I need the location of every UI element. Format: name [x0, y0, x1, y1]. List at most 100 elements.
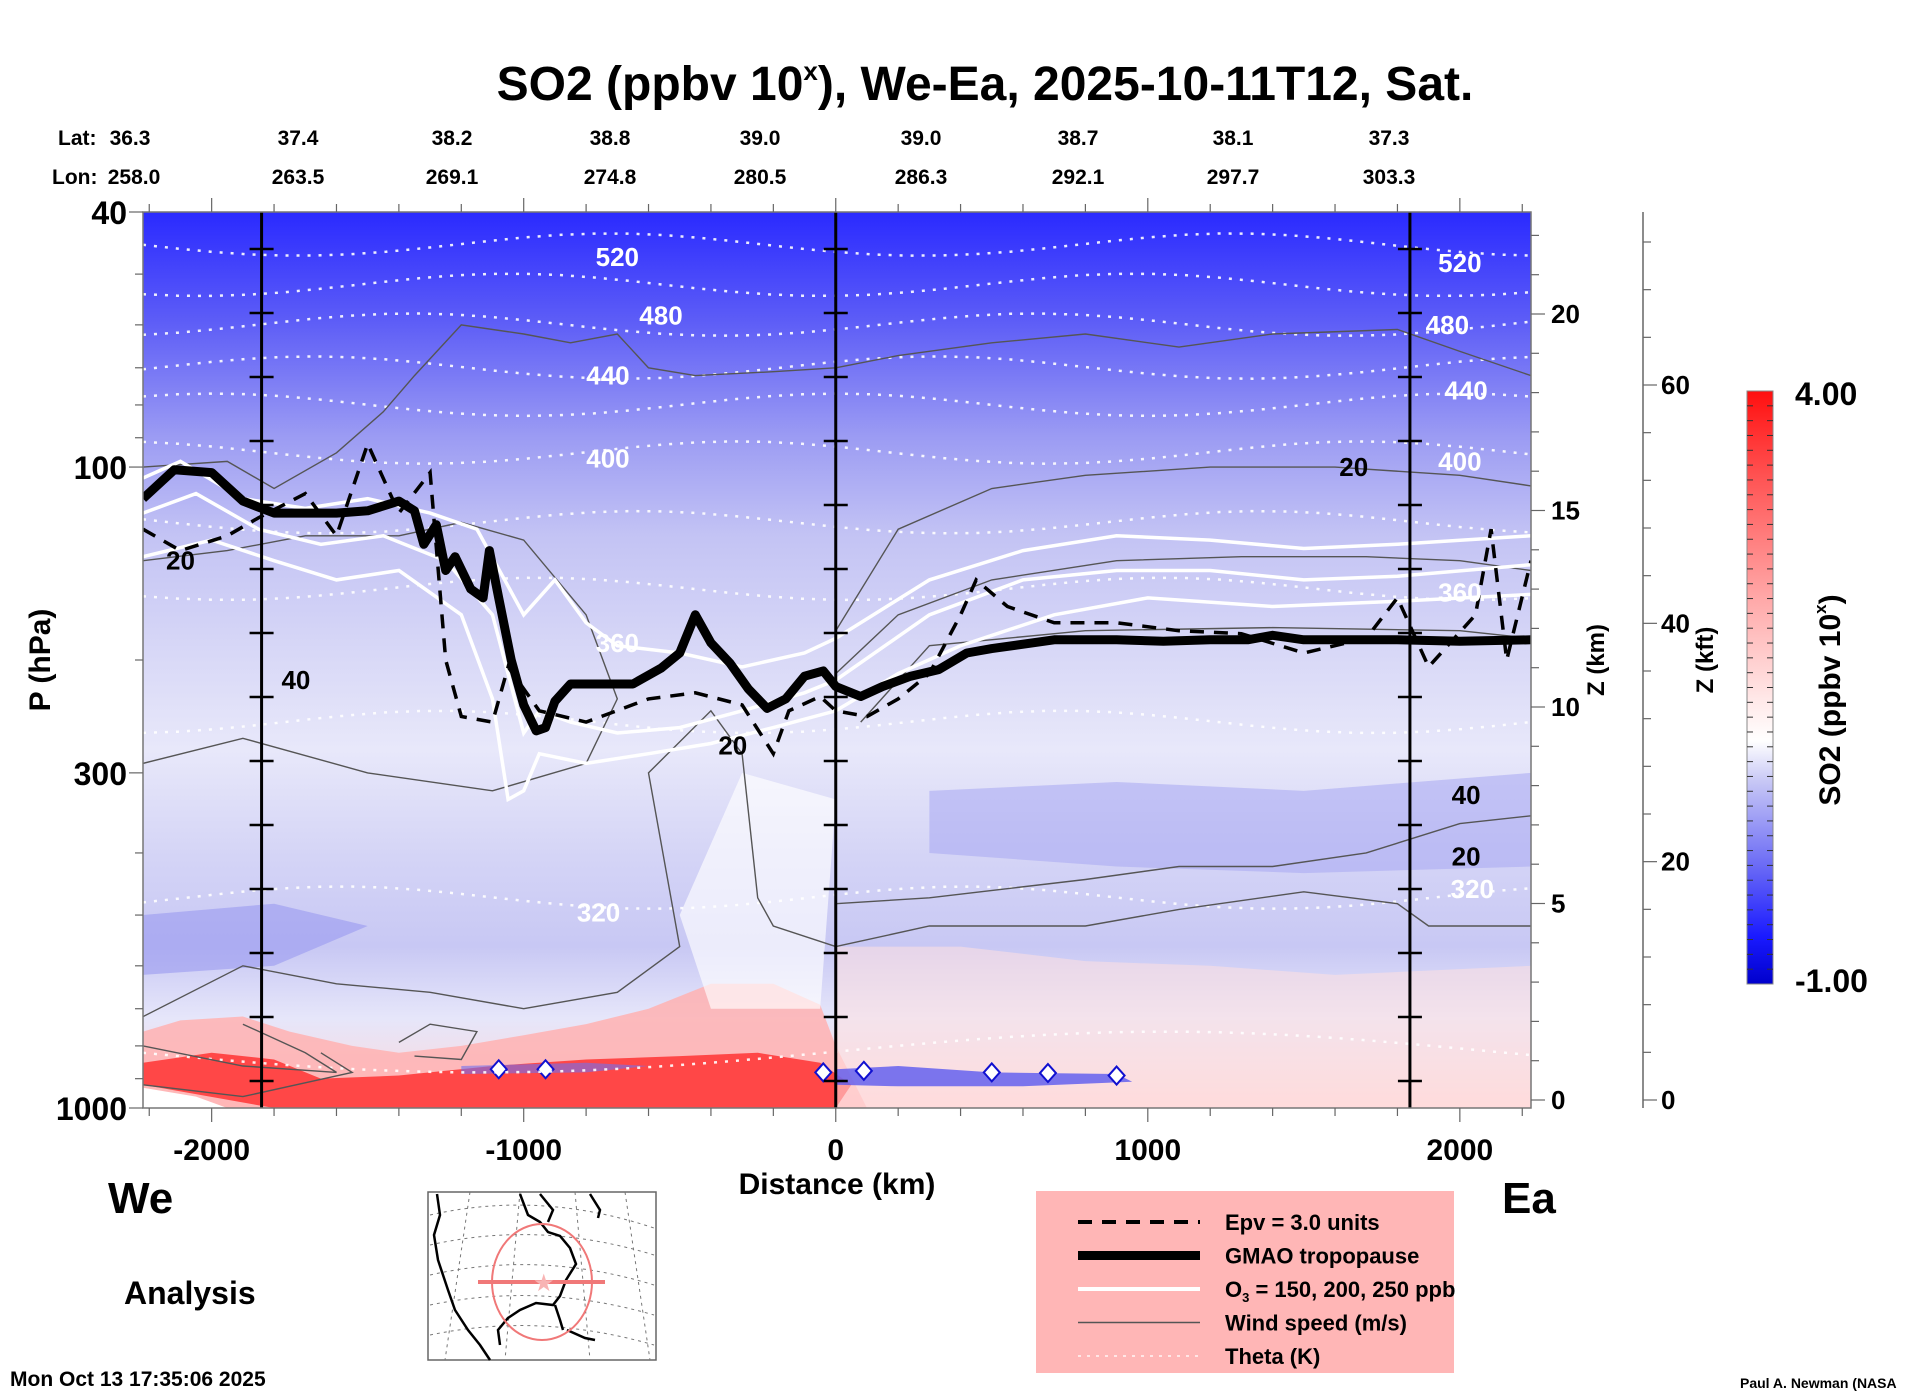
epv-contour	[143, 439, 1531, 758]
lon-value: 280.5	[734, 166, 787, 189]
so2-neutral-column	[679, 772, 836, 1009]
lon-value: 303.3	[1363, 166, 1416, 189]
lat-lon-header: Lat: Lon: 36.3 37.4 38.2 38.8 39.0 39.0 38.7 38.1…	[52, 127, 1415, 189]
theta-contour	[143, 440, 1531, 465]
wind-speed-contour	[143, 324, 1531, 490]
x-tick-label: -2000	[173, 1134, 250, 1167]
wind-speed-contour	[835, 466, 1531, 632]
theta-contour	[143, 709, 1531, 735]
so2-field: 5204804404003603205204804404003603202040…	[143, 212, 1531, 1108]
z-km-tick-label: 0	[1551, 1085, 1565, 1115]
theta-contour	[143, 312, 1531, 337]
x-axis-title: Distance (km)	[739, 1168, 936, 1201]
lon-value: 297.7	[1207, 166, 1260, 189]
theta-label: 480	[1426, 310, 1469, 340]
o3-contour	[143, 459, 1531, 669]
z-km-axis-title: Z (km)	[1583, 624, 1610, 696]
colorbar-max-label: 4.00	[1795, 376, 1857, 412]
theta-label: 480	[639, 300, 682, 330]
o3-contour	[143, 538, 1531, 803]
map-center-star: ★	[533, 1270, 555, 1297]
theta-label: 440	[1444, 376, 1487, 406]
so2-positive-region-core	[143, 1052, 852, 1108]
legend-item: Theta (K)	[1078, 1344, 1320, 1369]
wind-speed-label: 20	[718, 731, 747, 761]
lon-value: 269.1	[426, 166, 479, 189]
lat-value: 37.4	[278, 127, 319, 150]
wind-speed-contour	[835, 815, 1531, 905]
z-kft-axis-title: Z (kft)	[1692, 627, 1719, 694]
z-kft-tick-label: 20	[1661, 847, 1690, 877]
theta-label: 360	[596, 628, 639, 658]
y-tick-label: 1000	[56, 1091, 127, 1127]
so2-negative-region-boundary-layer	[835, 1066, 1133, 1087]
legend-label: Epv = 3.0 units	[1225, 1210, 1380, 1235]
wind-speed-label: 20	[166, 546, 195, 576]
lat-value: 38.2	[432, 127, 473, 150]
lon-value: 292.1	[1052, 166, 1105, 189]
theta-label: 320	[577, 897, 620, 927]
wind-speed-contour	[143, 1052, 354, 1098]
legend-label: GMAO tropopause	[1225, 1244, 1419, 1269]
legend-item: Wind speed (m/s)	[1078, 1311, 1407, 1336]
z-kft-tick-label: 60	[1661, 370, 1690, 400]
theta-label: 320	[1451, 874, 1494, 904]
theta-label: 400	[586, 444, 629, 474]
y-tick-label: 100	[74, 450, 127, 486]
legend-label: O3 = 150, 200, 250 ppb	[1225, 1277, 1455, 1305]
lon-value: 263.5	[272, 166, 325, 189]
theta-contour	[143, 509, 1531, 535]
so2-weak-positive-region-east	[835, 946, 1531, 1108]
lat-label: Lat:	[58, 127, 97, 150]
wind-speed-label: 40	[1452, 780, 1481, 810]
colorbar-title: SO2 (ppbv 10x)	[1811, 594, 1847, 805]
lat-value: 38.1	[1213, 127, 1254, 150]
lat-value: 38.7	[1058, 127, 1099, 150]
legend-label: Theta (K)	[1225, 1344, 1320, 1369]
x-tick-label: 2000	[1426, 1134, 1493, 1167]
lat-value: 38.8	[590, 127, 631, 150]
lon-value: 258.0	[108, 166, 161, 189]
theta-contour	[143, 232, 1531, 257]
gmao-tropopause-line	[143, 465, 1531, 736]
theta-contour	[143, 576, 1531, 602]
so2-closed-contour	[1107, 1065, 1126, 1087]
x-tick-label: 0	[827, 1134, 844, 1167]
wind-speed-label: 40	[281, 665, 310, 695]
so2-closed-contour	[489, 1058, 509, 1080]
z-km-tick-label: 10	[1551, 692, 1580, 722]
lat-value: 37.3	[1369, 127, 1410, 150]
wind-speed-label: 20	[1452, 841, 1481, 871]
theta-label: 520	[1438, 248, 1481, 278]
analysis-label: Analysis	[124, 1275, 256, 1311]
wind-speed-contour	[835, 891, 1531, 948]
x-tick-label: 1000	[1114, 1134, 1181, 1167]
map-graticule	[429, 1191, 655, 1361]
lat-value: 39.0	[901, 127, 942, 150]
timestamp: Mon Oct 13 17:35:06 2025	[10, 1368, 266, 1391]
theta-label: 520	[596, 242, 639, 272]
wind-speed-contour	[143, 521, 619, 792]
wind-speed-label: 20	[1339, 452, 1368, 482]
z-km-tick-label: 15	[1551, 496, 1580, 526]
wind-speed-contour	[398, 1023, 479, 1061]
z-km-tick-label: 20	[1551, 299, 1580, 329]
colorbar-min-label: -1.00	[1795, 963, 1868, 999]
west-label: We	[108, 1174, 173, 1223]
below-ground-mask	[143, 1087, 228, 1108]
wind-speed-contour	[143, 709, 837, 1018]
lat-value: 36.3	[110, 127, 151, 150]
legend-item: Epv = 3.0 units	[1078, 1210, 1380, 1235]
legend-item: O3 = 150, 200, 250 ppb	[1078, 1277, 1455, 1305]
theta-label: 360	[1438, 578, 1481, 608]
theta-label: 440	[586, 361, 629, 391]
chart-title: SO2 (ppbv 10x), We-Ea, 2025-10-11T12, Sa…	[497, 56, 1474, 111]
lon-label: Lon:	[52, 166, 97, 189]
wind-speed-contour	[143, 1023, 337, 1074]
east-label: Ea	[1502, 1174, 1556, 1223]
legend-label: Wind speed (m/s)	[1225, 1311, 1407, 1336]
y-axis-title: P (hPa)	[24, 609, 57, 712]
so2-negative-region-west	[143, 903, 368, 975]
legend-item: GMAO tropopause	[1078, 1244, 1419, 1269]
